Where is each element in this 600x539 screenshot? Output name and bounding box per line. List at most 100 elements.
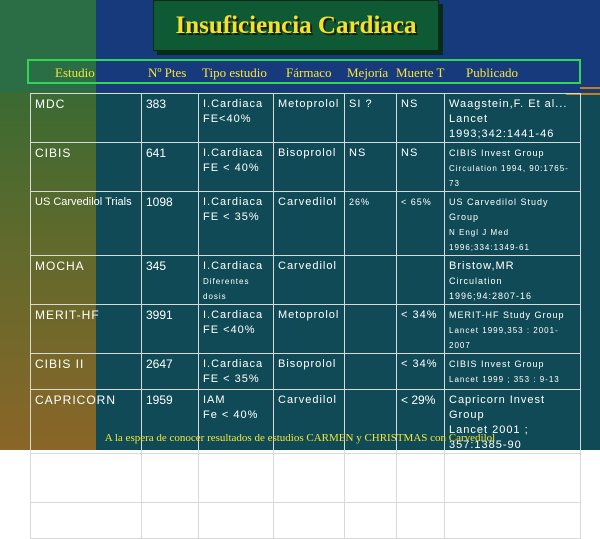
- cell-mejoria: SI ?: [344, 93, 397, 143]
- cell-tipo-estudio-text: I.Cardiaca: [203, 98, 264, 110]
- cell-tipo-estudio-text: I.Cardiaca: [203, 147, 264, 159]
- cell-publicado: MERIT-HF Study Group Lancet 1999,353 : 20…: [444, 304, 581, 354]
- cell-publicado: Bristow,MR Circulation 1996;94:2807-16: [444, 255, 581, 305]
- cell-tipo-estudio: [198, 502, 274, 539]
- cell-pacientes: 383: [141, 93, 199, 143]
- cell-mejoria: [344, 304, 397, 354]
- cell-tipo-estudio: I.Cardiaca FE < 25%: [198, 453, 274, 503]
- cell-estudio-text: COPERNICUS: [35, 457, 126, 471]
- cell-pacientes: 641: [141, 142, 199, 192]
- cell-estudio: MERIT-HF: [30, 304, 142, 354]
- cell-tipo-estudio: I.Cardiaca FE<40%: [198, 93, 274, 143]
- cell-farmaco: Carvedilol: [273, 389, 345, 454]
- cell-mejoria-text: SI ?: [349, 98, 373, 110]
- cell-publicado: Capricorn Invest Group Lancet 2001 ; 357:…: [444, 389, 581, 454]
- cell-muerte: < 29%: [396, 389, 445, 454]
- cell-pacientes-text: 2647: [146, 357, 173, 371]
- cell-farmaco: Metoprolol: [273, 304, 345, 354]
- cell-muerte-text: NS: [401, 147, 419, 159]
- cell-pacientes: 1098: [141, 191, 199, 256]
- cell-farmaco: Carvedilol: [273, 255, 345, 305]
- cell-farmaco-text: Carvedilol: [278, 260, 337, 272]
- cell-publicado: US Carvedilol Study Group N Engl J Med 19…: [444, 191, 581, 256]
- cell-pacientes: 2647: [141, 353, 199, 390]
- table-header-bar: Estudio Nº Ptes Tipo estudio Fármaco Mej…: [27, 59, 581, 84]
- cell-muerte: < 34%: [396, 353, 445, 390]
- cell-mejoria-text: NS: [349, 147, 367, 159]
- cell-muerte-text: NS: [401, 98, 419, 110]
- cell-publicado: Packer M. Et al... N Engl J Med 2001;344:…: [444, 453, 581, 503]
- cell-pacientes: 1959: [141, 389, 199, 454]
- cell-muerte: < 35%: [396, 453, 445, 503]
- cell-muerte-text: < 34%: [401, 358, 438, 370]
- cell-tipo-estudio-text: Fe < 40%: [203, 409, 259, 421]
- cell-muerte-text: < 65%: [401, 197, 432, 207]
- footer-note: A la espera de conocer resultados de est…: [104, 432, 496, 444]
- header-tipo-estudio: Tipo estudio: [202, 65, 267, 80]
- table-row: CAPRICORN 1959 IAM Fe < 40% Carvedilol < 29% C…: [30, 389, 581, 454]
- cell-farmaco: Bisoprolol: [273, 353, 345, 390]
- header-publicado: Publicado: [466, 65, 518, 80]
- cell-publicado-text: Waagstein,F. Et al...: [449, 98, 568, 110]
- cell-estudio-text: CAPRICORN: [35, 393, 117, 407]
- cell-tipo-estudio: I.Cardiaca Diferentes dosis: [198, 255, 274, 305]
- cell-tipo-estudio: I.Cardiaca FE <40%: [198, 304, 274, 354]
- cell-pacientes-text: 383: [146, 97, 167, 111]
- table-row: US Carvedilol Trials 1098 I.Cardiaca FE < 3…: [30, 191, 581, 256]
- cell-publicado-text: Lancet 1993;342:1441-46: [449, 113, 555, 140]
- cell-muerte: < 34%: [396, 304, 445, 354]
- cell-mejoria: 26%: [344, 191, 397, 256]
- cell-farmaco-text: Carvedilol: [278, 196, 337, 208]
- cell-pacientes: 345: [141, 255, 199, 305]
- cell-farmaco: Carvedilol: [273, 191, 345, 256]
- cell-tipo-estudio: I.Cardiaca FE < 40%: [198, 142, 274, 192]
- cell-tipo-estudio-text: FE < 35%: [203, 211, 260, 223]
- cell-pacientes: [141, 502, 199, 539]
- cell-farmaco-text: Metoprolol: [278, 309, 340, 321]
- cell-mejoria-text: Riesgo IM: [349, 474, 384, 499]
- cell-publicado-text: Packer M. Et al...: [449, 459, 536, 469]
- cell-muerte: [396, 255, 445, 305]
- cell-tipo-estudio-text: I.Cardiaca: [203, 458, 264, 470]
- cell-publicado: Waagstein,F. Et al... Lancet 1993;342:144…: [444, 93, 581, 143]
- cell-pacientes-text: 641: [146, 146, 167, 160]
- cell-pacientes-text: 1098: [146, 195, 173, 209]
- cell-estudio: COMET: [30, 502, 142, 539]
- cell-muerte-text: < 34%: [401, 309, 438, 321]
- cell-publicado-text: CIBIS Invest Group: [449, 148, 545, 158]
- cell-estudio: COPERNICUS: [30, 453, 142, 503]
- cell-pacientes-text: 1959: [146, 393, 173, 407]
- cell-mejoria: [344, 353, 397, 390]
- cell-farmaco: Metoprolol: [273, 93, 345, 143]
- cell-pacientes-text: 3991: [146, 308, 173, 322]
- cell-publicado-text: N Engl J Med 1996;334:1349-61: [449, 228, 530, 252]
- cell-publicado: CIBIS Invest Group Lancet 1999 ; 353 : 9-…: [444, 353, 581, 390]
- cell-mejoria-text: < 41%: [349, 459, 380, 469]
- header-muerte: Muerte T: [396, 65, 445, 80]
- cell-estudio: CAPRICORN: [30, 389, 142, 454]
- cell-pacientes-text: 2289: [146, 457, 173, 471]
- cell-muerte-text: < 29%: [401, 393, 436, 407]
- cell-publicado: [444, 502, 581, 539]
- cell-tipo-estudio-text: FE <40%: [203, 324, 256, 336]
- header-pacientes: Nº Ptes: [148, 65, 187, 80]
- table-row: CIBIS II 2647 I.Cardiaca FE < 35% Bisoprolol…: [30, 353, 581, 390]
- cell-muerte: [396, 502, 445, 539]
- table-row: COMET: [30, 502, 581, 539]
- cell-estudio-text: CIBIS II: [35, 357, 85, 371]
- cell-estudio: MDC: [30, 93, 142, 143]
- cell-muerte: < 65%: [396, 191, 445, 256]
- studies-table: MDC 383 I.Cardiaca FE<40% Metoprolol SI ? NS Wa…: [30, 93, 581, 539]
- cell-estudio-text: MERIT-HF: [35, 308, 100, 322]
- cell-tipo-estudio-text: IAM: [203, 394, 226, 406]
- cell-farmaco-text: Metoprolol: [278, 98, 340, 110]
- cell-tipo-estudio-text: I.Cardiaca: [203, 358, 264, 370]
- cell-farmaco: Carvedilol: [273, 453, 345, 503]
- cell-mejoria: NS: [344, 142, 397, 192]
- decorative-line: [566, 93, 600, 95]
- cell-publicado-text: Bristow,MR: [449, 260, 515, 272]
- cell-mejoria: [344, 502, 397, 539]
- cell-estudio-text: CIBIS: [35, 146, 72, 160]
- table-row: MOCHA 345 I.Cardiaca Diferentes dosis Carved…: [30, 255, 581, 305]
- cell-estudio-text: MDC: [35, 97, 66, 111]
